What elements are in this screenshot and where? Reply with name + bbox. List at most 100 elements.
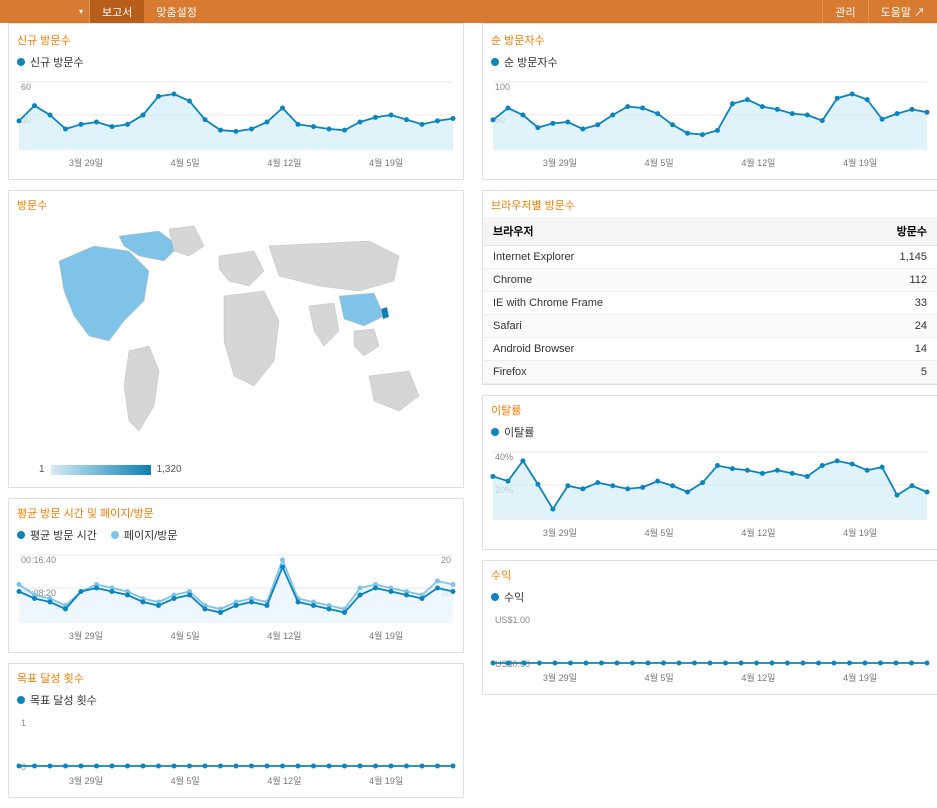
- x-labels: 3월 29일4월 5일4월 12일4월 19일: [15, 154, 457, 175]
- legend-label: 페이지/방문: [124, 527, 178, 543]
- col-browser: 브라우저: [483, 217, 810, 246]
- card-bounce: 이탈률 이탈률 40%20% 3월 29일 4월 5일 4월 12일 4월 19일: [482, 395, 937, 550]
- title-new-visits: 신규 방문수: [9, 26, 463, 52]
- x-labels: 3월 29일 4월 5일 4월 12일 4월 19일: [15, 627, 457, 648]
- svg-text:1: 1: [21, 718, 26, 728]
- tab-custom[interactable]: 맞춤설정: [144, 0, 208, 23]
- table-row[interactable]: IE with Chrome Frame33: [483, 292, 937, 315]
- title-unique: 순 방문자수: [483, 26, 937, 52]
- tab-report-label: 보고서: [102, 4, 132, 20]
- cell-browser: IE with Chrome Frame: [483, 292, 810, 315]
- x-label: 4월 12일: [741, 671, 775, 684]
- x-label: 4월 19일: [843, 526, 877, 539]
- card-browser-table: 브라우저별 방문수 브라우저 방문수 Internet Explorer1,14…: [482, 190, 937, 385]
- table-row[interactable]: Android Browser14: [483, 338, 937, 361]
- svg-text:0: 0: [21, 762, 26, 772]
- map-legend-min: 1: [39, 464, 45, 475]
- x-label: 3월 29일: [69, 629, 103, 642]
- cell-count: 33: [810, 292, 937, 315]
- tab-admin[interactable]: 관리: [822, 0, 867, 23]
- world-map: [19, 221, 439, 451]
- dot-icon: [491, 593, 499, 601]
- topbar: 보고서 맞춤설정 관리 도움말 ↗: [0, 0, 937, 23]
- chart-svg: 10: [15, 714, 457, 772]
- x-label: 4월 12일: [267, 629, 301, 642]
- chart-svg: 10050: [489, 76, 931, 154]
- legend-bounce: 이탈률: [483, 422, 937, 446]
- legend-item: 이탈률: [491, 424, 534, 440]
- card-visits-map: 방문수: [8, 190, 464, 488]
- svg-text:100: 100: [495, 82, 510, 92]
- title-bounce: 이탈률: [483, 396, 937, 422]
- x-label: 4월 19일: [369, 629, 403, 642]
- x-label: 4월 12일: [267, 774, 301, 787]
- table-row[interactable]: Chrome112: [483, 269, 937, 292]
- x-label: 4월 19일: [369, 156, 403, 169]
- legend-revenue: 수익: [483, 587, 937, 611]
- chart-svg: 40%20%: [489, 446, 931, 524]
- tab-admin-label: 관리: [835, 4, 855, 20]
- table-row[interactable]: Internet Explorer1,145: [483, 246, 937, 269]
- right-column: 순 방문자수 순 방문자수 10050 3월 29일 4월 5일 4월 12일 4월 …: [482, 23, 937, 798]
- legend-unique: 순 방문자수: [483, 52, 937, 76]
- x-label: 4월 12일: [741, 526, 775, 539]
- x-label: 3월 29일: [543, 671, 577, 684]
- title-visits-map: 방문수: [9, 191, 463, 217]
- legend-new-visits: 신규 방문수: [9, 52, 463, 76]
- cell-count: 5: [810, 361, 937, 384]
- cell-count: 24: [810, 315, 937, 338]
- cell-browser: Safari: [483, 315, 810, 338]
- dot-icon: [17, 696, 25, 704]
- dot-icon: [17, 58, 25, 66]
- map-legend: 1 1,320: [19, 454, 453, 479]
- x-label: 4월 19일: [843, 156, 877, 169]
- legend-item: 목표 달성 횟수: [17, 692, 97, 708]
- legend-label: 목표 달성 횟수: [30, 692, 97, 708]
- cell-count: 1,145: [810, 246, 937, 269]
- topbar-dropdown[interactable]: [0, 0, 90, 23]
- svg-text:20: 20: [441, 555, 451, 565]
- x-label: 4월 5일: [645, 526, 674, 539]
- chart-new-visits: 6030 3월 29일4월 5일4월 12일4월 19일: [9, 76, 463, 179]
- left-column: 신규 방문수 신규 방문수 6030 3월 29일4월 5일4월 12일4월 1…: [8, 23, 464, 798]
- table-header-row: 브라우저 방문수: [483, 217, 937, 246]
- legend-label: 신규 방문수: [30, 54, 84, 70]
- legend-avg-pages: 평균 방문 시간 페이지/방문: [9, 525, 463, 549]
- cell-browser: Internet Explorer: [483, 246, 810, 269]
- tab-help-label: 도움말 ↗: [881, 4, 925, 20]
- chart-unique: 10050 3월 29일 4월 5일 4월 12일 4월 19일: [483, 76, 937, 179]
- table-row[interactable]: Safari24: [483, 315, 937, 338]
- x-label: 4월 5일: [171, 629, 200, 642]
- col-count: 방문수: [810, 217, 937, 246]
- topbar-right: 관리 도움말 ↗: [822, 0, 937, 23]
- legend-item: 수익: [491, 589, 524, 605]
- x-label: 3월 29일: [69, 156, 103, 169]
- x-label: 3월 29일: [69, 774, 103, 787]
- content: 신규 방문수 신규 방문수 6030 3월 29일4월 5일4월 12일4월 1…: [0, 23, 937, 808]
- chart-goals: 10 3월 29일4월 5일4월 12일4월 19일: [9, 714, 463, 797]
- x-label: 4월 5일: [645, 156, 674, 169]
- dot-icon: [17, 531, 25, 539]
- title-goals: 목표 달성 횟수: [9, 664, 463, 690]
- x-label: 4월 12일: [267, 156, 301, 169]
- cell-browser: Firefox: [483, 361, 810, 384]
- cell-count: 14: [810, 338, 937, 361]
- dot-icon: [111, 531, 119, 539]
- chart-revenue: US$1.00US$0.00 3월 29일4월 5일4월 12일4월 19일: [483, 611, 937, 694]
- x-labels: 3월 29일4월 5일4월 12일4월 19일: [15, 772, 457, 793]
- legend-goals: 목표 달성 횟수: [9, 690, 463, 714]
- legend-item: 평균 방문 시간: [17, 527, 97, 543]
- table-row[interactable]: Firefox5: [483, 361, 937, 384]
- x-label: 3월 29일: [543, 526, 577, 539]
- cell-count: 112: [810, 269, 937, 292]
- card-avg-pages: 평균 방문 시간 및 페이지/방문 평균 방문 시간 페이지/방문 00:16:…: [8, 498, 464, 653]
- x-label: 4월 12일: [741, 156, 775, 169]
- title-browser: 브라우저별 방문수: [483, 191, 937, 217]
- cell-browser: Chrome: [483, 269, 810, 292]
- x-label: 3월 29일: [543, 156, 577, 169]
- title-avg-pages: 평균 방문 시간 및 페이지/방문: [9, 499, 463, 525]
- tab-help[interactable]: 도움말 ↗: [868, 0, 937, 23]
- svg-text:US$1.00: US$1.00: [495, 615, 530, 625]
- chart-svg: 00:16:402000:08:2010: [15, 549, 457, 627]
- tab-report[interactable]: 보고서: [90, 0, 144, 23]
